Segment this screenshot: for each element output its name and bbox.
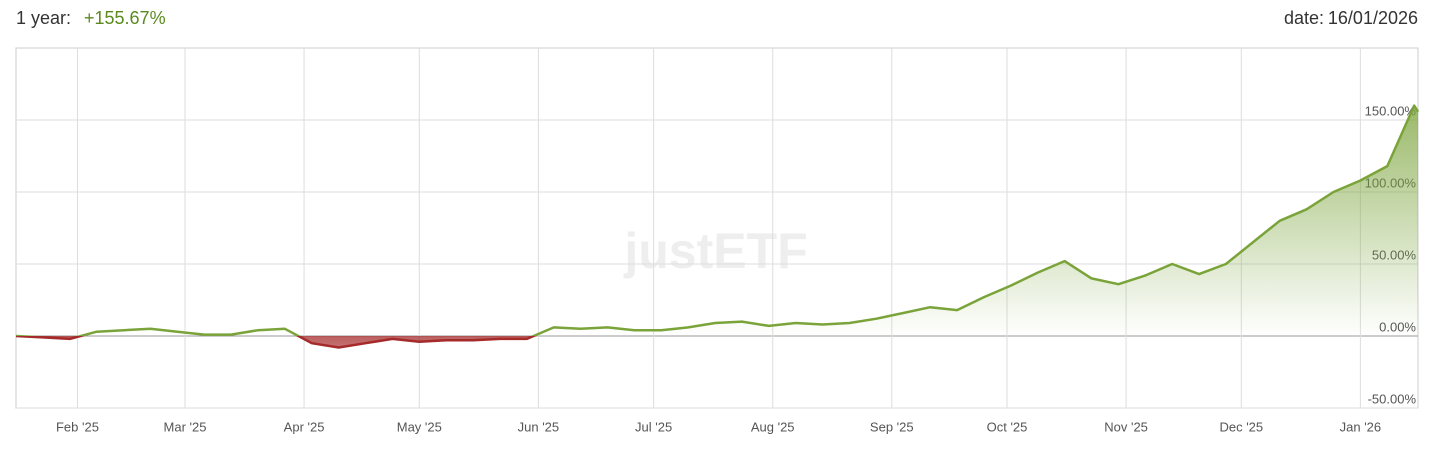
line	[15, 104, 1420, 349]
watermark: justETF	[623, 223, 807, 279]
x-tick-label: Jun '25	[518, 419, 560, 434]
performance: +155.67%	[84, 8, 166, 28]
date-label: date:	[1284, 8, 1324, 28]
area-fill	[16, 105, 1418, 348]
x-tick-label: Sep '25	[870, 419, 914, 434]
y-tick-label: -50.00%	[1368, 391, 1417, 406]
x-tick-label: May '25	[397, 419, 442, 434]
x-tick-label: Feb '25	[56, 419, 99, 434]
x-tick-label: Apr '25	[284, 419, 325, 434]
period-label: 1 year:	[16, 8, 71, 28]
x-tick-label: Oct '25	[987, 419, 1028, 434]
date: 16/01/2026	[1328, 8, 1418, 28]
x-tick-label: Aug '25	[751, 419, 795, 434]
x-tick-label: Jan '26	[1340, 419, 1382, 434]
x-tick-label: Mar '25	[164, 419, 207, 434]
x-tick-label: Nov '25	[1104, 419, 1148, 434]
x-tick-label: Jul '25	[635, 419, 672, 434]
y-tick-label: 150.00%	[1365, 103, 1417, 118]
x-tick-label: Dec '25	[1219, 419, 1263, 434]
